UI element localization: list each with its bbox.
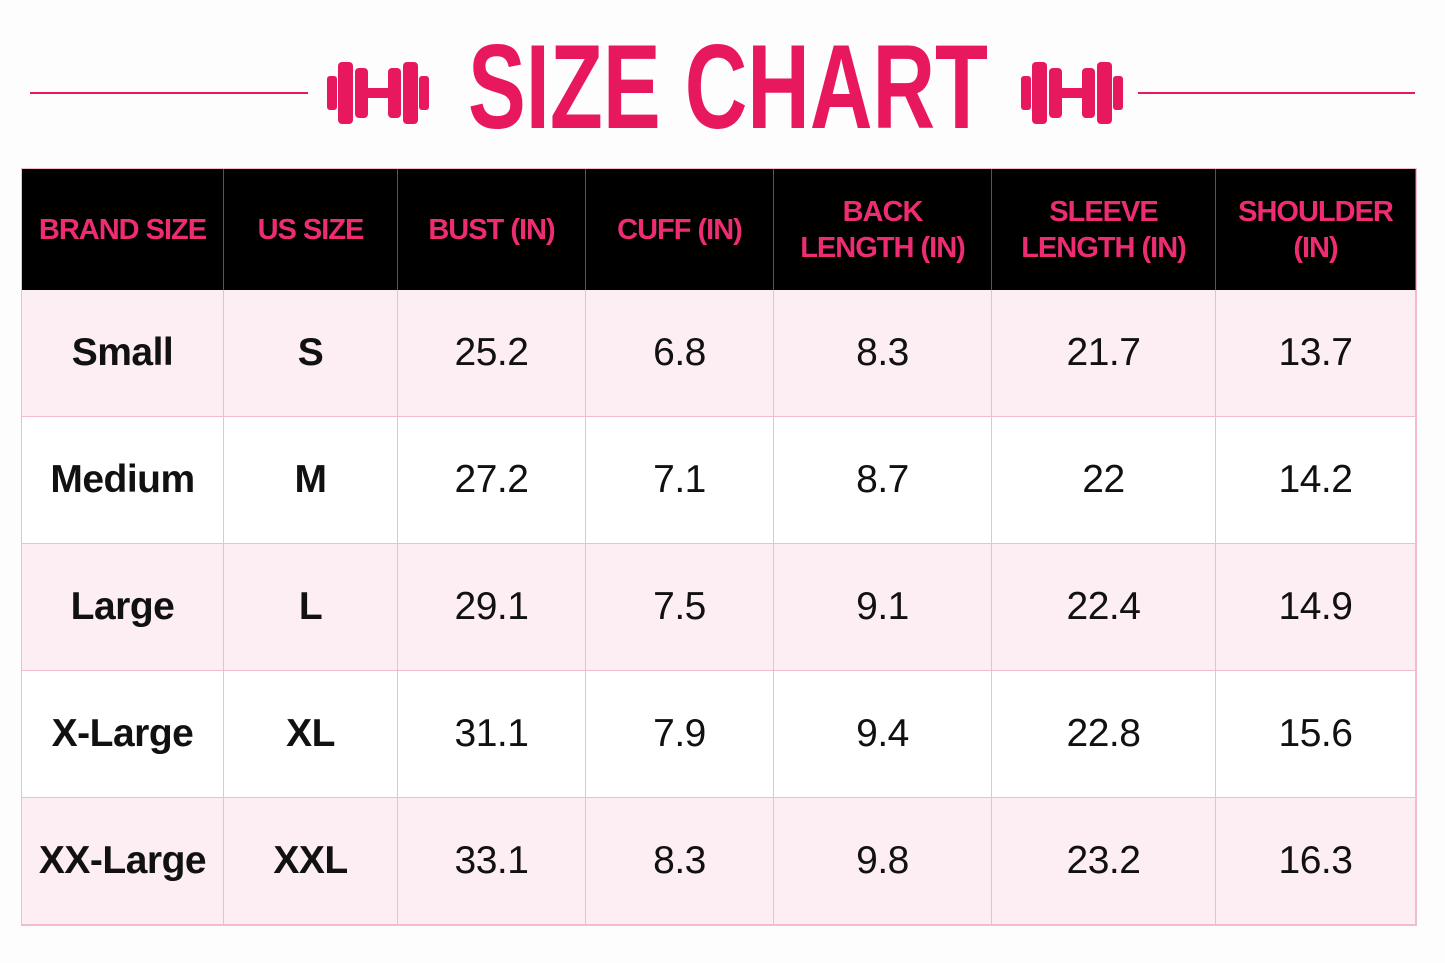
header-line: US SIZE xyxy=(257,213,365,246)
column-header: SLEEVE LENGTH (IN) xyxy=(992,169,1216,290)
row-label: Large xyxy=(22,544,224,671)
table-cell: 8.7 xyxy=(774,417,992,544)
table-cell: 21.7 xyxy=(992,290,1216,417)
header-line: BUST (IN) xyxy=(428,213,555,246)
table-cell: 8.3 xyxy=(586,798,774,925)
table-cell: 22 xyxy=(992,417,1216,544)
table-cell: 33.1 xyxy=(398,798,586,925)
header-line: CUFF (IN) xyxy=(617,213,743,246)
table-cell: 9.8 xyxy=(774,798,992,925)
header-line: (IN) xyxy=(1293,231,1338,264)
table-cell: 23.2 xyxy=(992,798,1216,925)
table-cell: L xyxy=(224,544,398,671)
column-header: BUST (IN) xyxy=(398,169,586,290)
row-label: Small xyxy=(22,290,224,417)
size-table: BRAND SIZE US SIZE BUST (IN) CUFF (IN) BACK L… xyxy=(21,168,1417,926)
table-cell: 31.1 xyxy=(398,671,586,798)
table-cell: 7.5 xyxy=(586,544,774,671)
table-cell: 14.2 xyxy=(1216,417,1416,544)
dumbbell-icon xyxy=(1021,62,1123,124)
column-header: BACK LENGTH (IN) xyxy=(774,169,992,290)
column-header: US SIZE xyxy=(224,169,398,290)
header-line: BRAND SIZE xyxy=(38,213,207,246)
table-cell: 25.2 xyxy=(398,290,586,417)
table-cell: 8.3 xyxy=(774,290,992,417)
title-banner: SIZE CHART xyxy=(30,20,1415,154)
title: SIZE CHART xyxy=(468,20,988,154)
table-cell: 9.4 xyxy=(774,671,992,798)
header-line: BACK xyxy=(842,195,924,228)
table-cell: XXL xyxy=(224,798,398,925)
row-label: XX-Large xyxy=(22,798,224,925)
table-cell: S xyxy=(224,290,398,417)
table-cell: M xyxy=(224,417,398,544)
table-cell: 7.9 xyxy=(586,671,774,798)
column-header: BRAND SIZE xyxy=(22,169,224,290)
header-line: SLEEVE xyxy=(1049,195,1158,228)
table-cell: 22.8 xyxy=(992,671,1216,798)
table-cell: 14.9 xyxy=(1216,544,1416,671)
column-header: SHOULDER (IN) xyxy=(1216,169,1416,290)
header-line: LENGTH (IN) xyxy=(800,231,966,264)
dumbbell-icon xyxy=(327,62,429,124)
table-cell: 29.1 xyxy=(398,544,586,671)
header-line: LENGTH (IN) xyxy=(1021,231,1187,264)
row-label: X-Large xyxy=(22,671,224,798)
table-cell: 15.6 xyxy=(1216,671,1416,798)
column-header: CUFF (IN) xyxy=(586,169,774,290)
table-cell: 6.8 xyxy=(586,290,774,417)
row-label: Medium xyxy=(22,417,224,544)
table-cell: 13.7 xyxy=(1216,290,1416,417)
table-cell: 16.3 xyxy=(1216,798,1416,925)
table-cell: XL xyxy=(224,671,398,798)
table-cell: 27.2 xyxy=(398,417,586,544)
table-cell: 9.1 xyxy=(774,544,992,671)
table-cell: 7.1 xyxy=(586,417,774,544)
header-line: SHOULDER xyxy=(1238,195,1394,228)
table-cell: 22.4 xyxy=(992,544,1216,671)
